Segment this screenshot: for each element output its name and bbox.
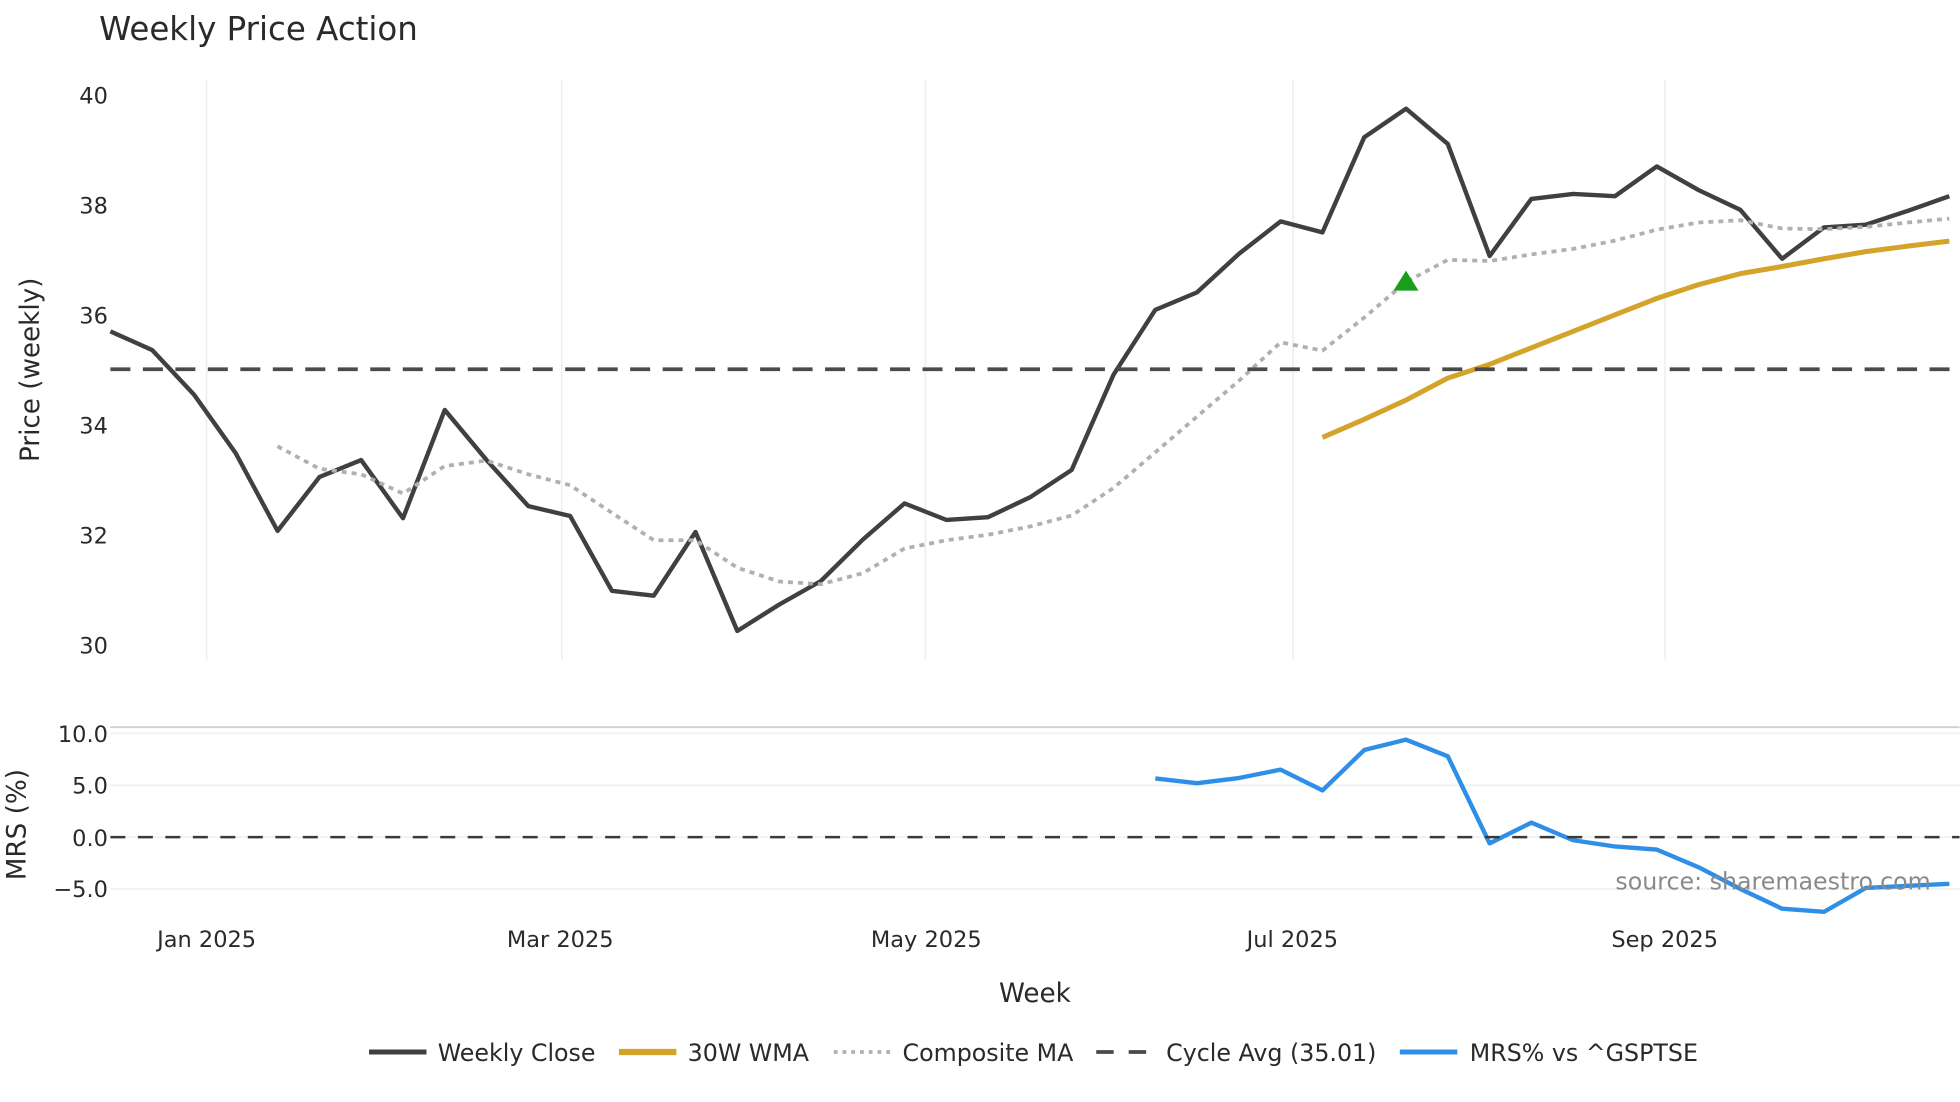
legend-label: Composite MA (903, 1039, 1075, 1067)
mrs-y-tick-label: −5.0 (53, 877, 108, 903)
x-tick-label: Sep 2025 (1611, 927, 1718, 953)
mrs-y-tick-label: 5.0 (72, 773, 108, 799)
y-tick-label: 38 (79, 194, 108, 220)
legend-item-30w-wma[interactable]: 30W WMA (618, 1039, 810, 1067)
mrs-y-tick-label: 0.0 (72, 826, 108, 852)
mrs-y-axis-title: MRS (%) (2, 769, 32, 880)
y-tick-label: 34 (79, 414, 108, 440)
price-y-axis-title: Price (weekly) (16, 278, 46, 462)
legend-label: Weekly Close (438, 1039, 596, 1067)
y-tick-label: 40 (79, 84, 108, 110)
y-tick-label: 32 (79, 524, 108, 550)
x-tick-label: Jan 2025 (155, 927, 256, 953)
legend-item-mrs[interactable]: MRS% vs ^GSPTSE (1399, 1039, 1698, 1067)
legend-item-weekly-close[interactable]: Weekly Close (369, 1039, 596, 1067)
chart-title: Weekly Price Action (99, 10, 418, 48)
y-tick-label: 36 (79, 304, 108, 330)
mrs-series-line (110, 737, 1960, 915)
price-y-axis: 40 38 36 34 32 30 (79, 84, 108, 660)
wma-30w-line (1321, 238, 1950, 440)
x-tick-label: Jul 2025 (1245, 927, 1338, 953)
legend-label: Cycle Avg (35.01) (1166, 1039, 1376, 1067)
mrs-panel: 10.0 5.0 0.0 −5.0 MRS (%) source: sharem… (2, 722, 1960, 915)
legend-label: MRS% vs ^GSPTSE (1470, 1039, 1698, 1067)
price-panel: 40 38 36 34 32 30 Price (weekly) (16, 79, 1960, 660)
mrs-line (1155, 737, 1950, 915)
legend-item-composite-ma[interactable]: Composite MA (833, 1039, 1075, 1067)
buy-signal-triangle-icon (1393, 270, 1419, 291)
legend-item-cycle-avg[interactable]: Cycle Avg (35.01) (1096, 1039, 1376, 1067)
mrs-gridlines (110, 732, 1960, 890)
x-tick-label: May 2025 (871, 927, 982, 953)
x-axis-title: Week (999, 979, 1072, 1009)
source-watermark: source: sharemaestro.com (1615, 868, 1930, 896)
y-tick-label: 30 (79, 633, 108, 659)
legend-label: 30W WMA (688, 1039, 810, 1067)
mrs-y-tick-label: 10.0 (58, 722, 108, 748)
x-axis: Jan 2025 Mar 2025 May 2025 Jul 2025 Sep … (155, 927, 1718, 1009)
legend: Weekly Close 30W WMA Composite MA Cycle … (369, 1039, 1698, 1067)
composite-ma-line (276, 216, 1950, 587)
price-series-lines (109, 106, 1960, 634)
x-tick-label: Mar 2025 (507, 927, 614, 953)
